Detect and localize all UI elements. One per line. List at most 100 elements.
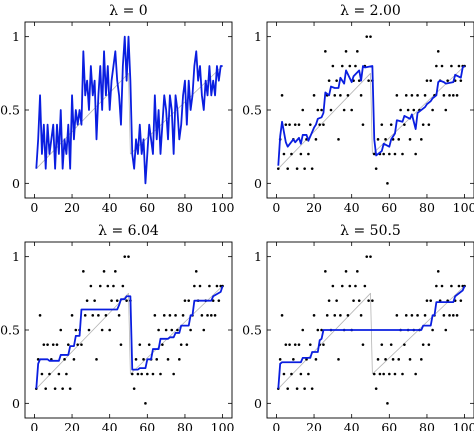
observation-point — [403, 123, 406, 126]
observation-point — [404, 94, 408, 97]
observation-point — [389, 343, 393, 346]
observation-point — [331, 284, 335, 288]
observation-point — [440, 64, 444, 68]
observation-point — [380, 343, 384, 346]
observation-point — [329, 108, 333, 112]
observation-point — [312, 94, 316, 97]
observation-point — [324, 270, 327, 273]
observation-point — [284, 343, 288, 346]
observation-point — [282, 372, 286, 376]
y-tick-label: 1 — [254, 29, 262, 44]
observation-point — [403, 343, 406, 346]
observation-point — [89, 284, 93, 288]
observation-point — [333, 314, 337, 317]
observation-point — [322, 343, 325, 346]
observation-point — [278, 358, 282, 361]
observation-point — [91, 314, 95, 317]
y-tick-label: 1 — [12, 249, 20, 264]
observation-point — [427, 123, 431, 126]
observation-point — [459, 79, 463, 82]
observation-point — [208, 284, 211, 288]
chart-title: λ = 0 — [109, 3, 147, 19]
observation-point — [210, 314, 213, 317]
observation-point — [74, 328, 78, 332]
observation-point — [308, 343, 312, 346]
x-tick-label: 80 — [177, 420, 193, 431]
observation-point — [276, 167, 280, 170]
observation-point — [83, 314, 87, 317]
observation-point — [55, 343, 59, 346]
observation-point — [389, 123, 393, 126]
observation-point — [436, 50, 440, 53]
observation-point — [290, 152, 293, 156]
observation-point — [374, 167, 378, 170]
observation-point — [72, 358, 76, 361]
observation-point — [435, 284, 438, 288]
observation-point — [303, 387, 306, 390]
observation-point — [138, 343, 142, 346]
observation-point — [76, 343, 79, 346]
observation-point — [408, 138, 412, 141]
plot-frame — [24, 241, 233, 419]
observation-point — [393, 152, 397, 156]
observation-point — [388, 372, 391, 376]
x-tick-label: 100 — [211, 200, 235, 215]
observation-point — [46, 343, 49, 346]
plot-frame — [266, 21, 474, 199]
observation-point — [361, 343, 365, 346]
observation-point — [440, 284, 444, 288]
observation-point — [284, 123, 288, 126]
observation-point — [93, 299, 96, 302]
fit-line — [35, 285, 224, 389]
observation-point — [340, 284, 344, 288]
observation-point — [85, 299, 89, 302]
observation-point — [357, 299, 361, 302]
observation-point — [371, 299, 374, 302]
observation-point — [121, 284, 125, 288]
observation-point — [288, 123, 291, 126]
observation-point — [206, 314, 209, 317]
observation-point — [339, 94, 342, 97]
x-tick-label: 100 — [211, 420, 235, 431]
observation-point — [179, 343, 183, 346]
observation-point — [202, 328, 206, 332]
observation-point — [59, 328, 63, 332]
panel-lambda-6: λ = 6.04 0 20 40 60 80 100 0 0.5 1 — [0, 223, 234, 431]
fit-line — [277, 65, 466, 166]
observation-point — [38, 314, 42, 317]
observation-point — [292, 358, 295, 361]
observation-point — [162, 314, 166, 317]
observation-point — [282, 152, 286, 156]
observation-point — [386, 402, 389, 405]
observation-point — [123, 255, 127, 258]
observation-point — [316, 328, 320, 332]
observation-point — [144, 402, 147, 405]
observation-point — [337, 138, 340, 141]
observation-point — [352, 299, 355, 302]
observation-point — [382, 152, 385, 156]
observation-point — [337, 358, 340, 361]
observation-point — [134, 358, 138, 361]
y-tick-label: 0 — [254, 396, 262, 411]
y-tick-label: 0.5 — [0, 323, 20, 338]
observation-point — [452, 314, 455, 317]
observation-point — [346, 314, 350, 317]
observation-point — [87, 328, 91, 332]
x-tick-label: 40 — [102, 420, 118, 431]
observation-point — [161, 343, 164, 346]
observation-point — [70, 314, 74, 317]
observation-point — [339, 314, 342, 317]
observation-point — [322, 123, 325, 126]
observation-point — [393, 372, 397, 376]
observation-point — [110, 299, 113, 302]
observation-point — [356, 50, 359, 53]
observation-point — [106, 284, 110, 288]
x-tick-label: 100 — [453, 200, 474, 215]
panel-lambda-0: λ = 0 0 20 40 60 80 100 0 0.5 1 — [0, 3, 234, 215]
panel-lambda-50: λ = 50.5 0 20 40 60 80 100 0 0.5 1 — [242, 223, 474, 431]
observation-point — [414, 372, 417, 376]
observation-point — [185, 343, 189, 346]
observation-point — [414, 152, 417, 156]
observation-point — [303, 167, 306, 170]
observation-point — [367, 79, 370, 82]
